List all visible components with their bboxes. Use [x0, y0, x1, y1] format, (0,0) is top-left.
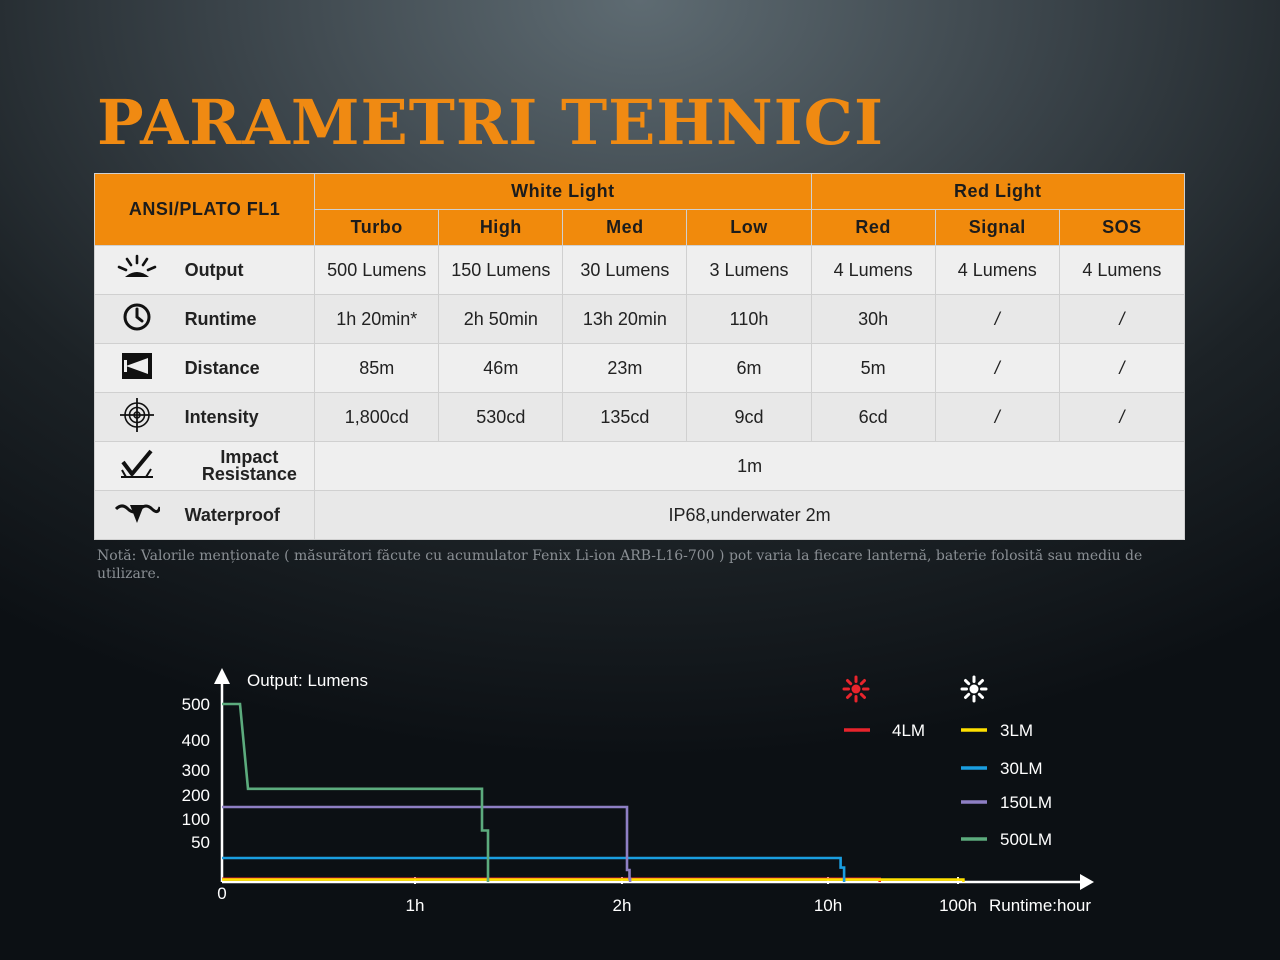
- table-cell: 5m: [810, 343, 936, 393]
- table-cell: IP68,underwater 2m: [314, 490, 1185, 540]
- group-white-light: White Light: [314, 173, 812, 210]
- x-tick-label: 1h: [406, 896, 425, 915]
- mode-header: Low: [686, 209, 812, 246]
- series-line-500LM: [222, 702, 490, 882]
- table-cell: 500 Lumens: [314, 245, 440, 295]
- red-light-icon: [842, 675, 870, 703]
- table-cell: 1,800cd: [314, 392, 440, 442]
- row-label: Impact Resistance: [178, 441, 316, 491]
- y-axis-arrow: [214, 668, 230, 684]
- target-icon: [93, 392, 179, 442]
- table-cell: 30 Lumens: [562, 245, 688, 295]
- y-tick-label: 100: [182, 810, 210, 829]
- table-row: Impact Resistance 1m: [93, 441, 1185, 491]
- table-cell: 85m: [314, 343, 440, 393]
- row-label: Intensity: [178, 392, 316, 442]
- clock-icon: [93, 294, 179, 344]
- table-cell: 4 Lumens: [934, 245, 1060, 295]
- row-label: Distance: [178, 343, 316, 393]
- table-cell: /: [934, 343, 1060, 393]
- x-tick-label: 10h: [814, 896, 842, 915]
- footnote: Notă: Valorile menționate ( măsurători f…: [97, 548, 1143, 582]
- table-cell: 1m: [314, 441, 1185, 491]
- row-label: Runtime: [178, 294, 316, 344]
- y-tick-label: 200: [182, 786, 210, 805]
- table-cell: /: [934, 392, 1060, 442]
- white-light-icon: [960, 675, 988, 703]
- row-label: Waterproof: [178, 490, 316, 540]
- table-cell: 135cd: [562, 392, 688, 442]
- table-cell: 4 Lumens: [1058, 245, 1186, 295]
- table-row: Runtime 1h 20min* 2h 50min 13h 20min 110…: [93, 294, 1186, 344]
- impact-icon: [93, 441, 179, 491]
- table-row: Distance 85m 46m 23m 6m 5m / /: [93, 343, 1186, 393]
- table-corner-label: ANSI/PLATO FL1: [93, 173, 316, 246]
- distance-icon: [93, 343, 179, 393]
- table-cell: 1h 20min*: [314, 294, 440, 344]
- legend-label: 3LM: [1000, 721, 1033, 740]
- chart-legend: 4LM 3LM 30LM 150LM 500LM: [842, 675, 1052, 849]
- group-red-light: Red Light: [810, 173, 1186, 210]
- x-axis-arrow: [1080, 874, 1094, 890]
- output-icon: [93, 245, 179, 295]
- legend-label: 150LM: [1000, 793, 1052, 812]
- table-cell: 150 Lumens: [438, 245, 564, 295]
- mode-header: Med: [562, 209, 688, 246]
- y-tick-label: 500: [182, 695, 210, 714]
- spec-table: ANSI/PLATO FL1 White Light Red Light Tur…: [93, 173, 1186, 540]
- table-row: Intensity 1,800cd 530cd 135cd 9cd 6cd / …: [93, 392, 1186, 442]
- y-tick-label: 50: [191, 833, 210, 852]
- chart-series: [222, 702, 965, 882]
- legend-label: 4LM: [892, 721, 925, 740]
- table-row: Waterproof IP68,underwater 2m: [93, 490, 1185, 540]
- table-cell: 110h: [686, 294, 812, 344]
- row-label: Output: [178, 245, 316, 295]
- mode-header: SOS: [1058, 209, 1186, 246]
- series-line-3LM: [222, 878, 965, 882]
- table-cell: 530cd: [438, 392, 564, 442]
- table-cell: /: [1058, 392, 1186, 442]
- table-cell: 23m: [562, 343, 688, 393]
- y-tick-label: 300: [182, 761, 210, 780]
- mode-header: Red: [810, 209, 936, 246]
- table-cell: 9cd: [686, 392, 812, 442]
- table-cell: /: [1058, 294, 1186, 344]
- x-tick-label: 100h: [939, 896, 977, 915]
- mode-header: Signal: [934, 209, 1060, 246]
- table-cell: 6cd: [810, 392, 936, 442]
- table-cell: 13h 20min: [562, 294, 688, 344]
- table-cell: /: [1058, 343, 1186, 393]
- x-axis-label: Runtime:hour: [989, 896, 1091, 915]
- series-line-30LM: [222, 856, 846, 882]
- series-line-150LM: [222, 805, 632, 882]
- x-tick-label: 0: [217, 884, 226, 903]
- legend-label: 500LM: [1000, 830, 1052, 849]
- table-cell: 2h 50min: [438, 294, 564, 344]
- table-cell: 3 Lumens: [686, 245, 812, 295]
- mode-header: Turbo: [314, 209, 440, 246]
- table-cell: /: [934, 294, 1060, 344]
- table-cell: 4 Lumens: [810, 245, 936, 295]
- table-cell: 6m: [686, 343, 812, 393]
- table-cell: 46m: [438, 343, 564, 393]
- y-tick-label: 400: [182, 731, 210, 750]
- x-tick-label: 2h: [613, 896, 632, 915]
- table-cell: 30h: [810, 294, 936, 344]
- y-axis-label: Output: Lumens: [247, 671, 368, 690]
- waterproof-icon: [93, 490, 179, 540]
- legend-label: 30LM: [1000, 759, 1043, 778]
- mode-header: High: [438, 209, 564, 246]
- page-title: PARAMETRI TEHNICI: [97, 86, 884, 159]
- table-row: Output 500 Lumens 150 Lumens 30 Lumens 3…: [93, 245, 1186, 295]
